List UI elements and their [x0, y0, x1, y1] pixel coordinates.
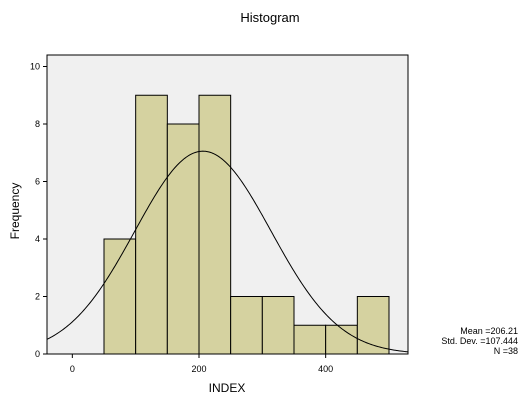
axes-group: 0 2 4 6 8 10 0 200 400 — [30, 62, 333, 375]
histogram-bar — [166, 123, 200, 355]
x-tick-label: 200 — [191, 364, 206, 374]
stats-summary: Mean =206.21 Std. Dev. =107.444 N =38 — [430, 326, 518, 356]
y-tick-label: 0 — [35, 349, 40, 359]
histogram-bar — [325, 324, 358, 355]
y-tick-label: 4 — [35, 234, 40, 244]
chart-title: Histogram — [240, 10, 299, 25]
y-axis-title: Frequency — [8, 183, 22, 240]
histogram-bar — [198, 94, 232, 355]
y-tick-label: 10 — [30, 62, 40, 72]
histogram-bar — [135, 94, 168, 355]
y-tick-label: 8 — [35, 119, 40, 129]
mean-stat: Mean =206.21 — [460, 326, 518, 336]
x-tick-label: 0 — [70, 364, 75, 374]
x-axis-title: INDEX — [209, 381, 246, 395]
normal-curve — [46, 150, 409, 353]
histogram-bar — [230, 296, 263, 355]
std-dev-stat: Std. Dev. =107.444 — [441, 336, 518, 346]
y-tick-label: 6 — [35, 177, 40, 187]
histogram-bar — [261, 296, 295, 355]
y-tick-label: 2 — [35, 292, 40, 302]
bars-group — [103, 94, 390, 355]
histogram-bar — [293, 324, 327, 355]
x-tick-label: 400 — [318, 364, 333, 374]
histogram-bar — [103, 238, 137, 355]
n-stat: N =38 — [493, 346, 518, 356]
histogram-bar — [356, 296, 390, 355]
